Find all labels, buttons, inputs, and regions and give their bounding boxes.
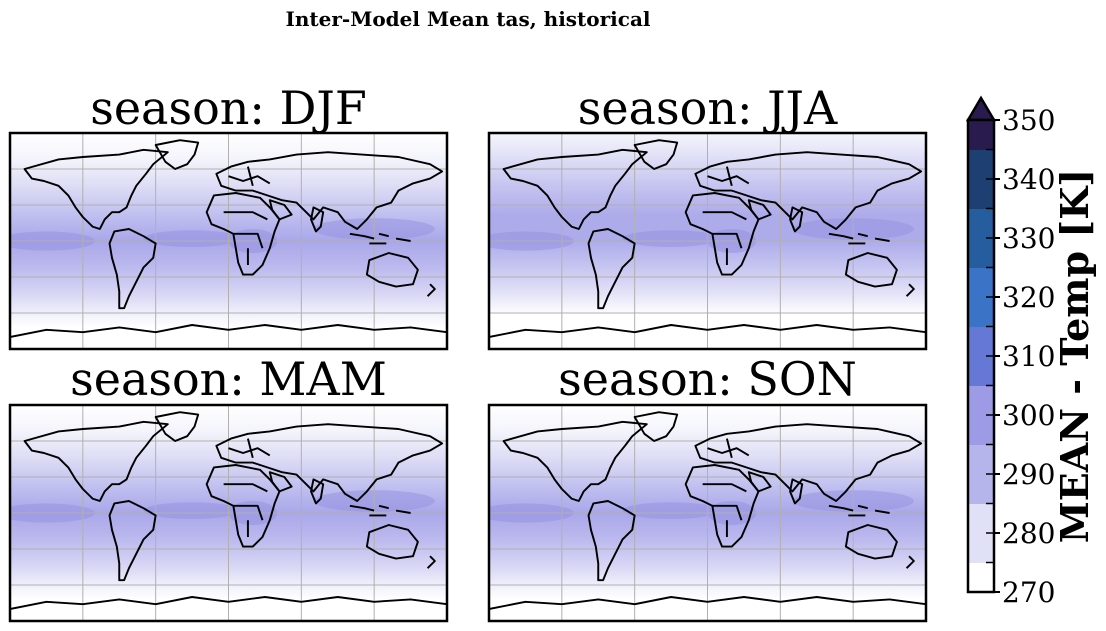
figure-suptitle: Inter-Model Mean tas, historical [286, 7, 651, 31]
colorbar-extend-arrow [965, 95, 997, 122]
colorbar-band [968, 267, 994, 298]
map-panel-son: season: SON [487, 352, 928, 623]
colorbar-tick-label: 270 [1002, 576, 1055, 609]
colorbar-band [968, 149, 994, 180]
colorbar-bands [968, 120, 994, 593]
gridlines [489, 133, 926, 349]
colorbar-tick-label: 330 [1002, 222, 1055, 255]
panel-title: season: SON [558, 352, 857, 406]
colorbar-band [968, 238, 994, 268]
colorbar-band [968, 562, 994, 593]
panel-frame [8, 403, 449, 623]
panel-frame [8, 131, 449, 351]
colorbar-band [968, 385, 994, 416]
colorbar-band [968, 356, 994, 386]
colorbar-band [968, 208, 994, 239]
colorbar-band [968, 326, 994, 357]
colorbar-tick-label: 350 [1002, 104, 1055, 137]
gridlines [10, 133, 447, 349]
map-panel-jja: season: JJA [487, 81, 928, 351]
colorbar-band [968, 474, 994, 504]
colorbar-tick-label: 310 [1002, 340, 1055, 373]
map-panel-mam: season: MAM [8, 352, 449, 623]
colorbar-tick-label: 300 [1002, 399, 1055, 432]
colorbar-ticks: 270 280 290 300 310 320 330 340 350 [986, 104, 1055, 609]
colorbar-tick-label: 320 [1002, 281, 1055, 314]
colorbar-tick-label: 280 [1002, 517, 1055, 550]
gridlines [489, 405, 926, 621]
panel-frame [487, 403, 928, 623]
colorbar-band [968, 297, 994, 327]
colorbar-band [968, 444, 994, 475]
panel-frame [487, 131, 928, 351]
colorbar-tick-label: 290 [1002, 458, 1055, 491]
panel-title: season: MAM [70, 352, 387, 406]
colorbar-band [968, 533, 994, 563]
gridlines [10, 405, 447, 621]
panels: season: DJF season: JJA season: MAM season:… [8, 81, 928, 623]
colorbar-band [968, 503, 994, 534]
colorbar-tick-label: 340 [1002, 163, 1055, 196]
panel-title: season: DJF [90, 81, 367, 135]
colorbar-band [968, 120, 994, 150]
panel-title: season: JJA [578, 81, 838, 135]
colorbar-label: MEAN - Temp [K] [1052, 169, 1097, 544]
colorbar-band [968, 179, 994, 209]
colorbar-band [968, 415, 994, 445]
map-panel-djf: season: DJF [8, 81, 449, 351]
colorbar: 270 280 290 300 310 320 330 340 350 MEAN - Temp … [965, 95, 1097, 609]
